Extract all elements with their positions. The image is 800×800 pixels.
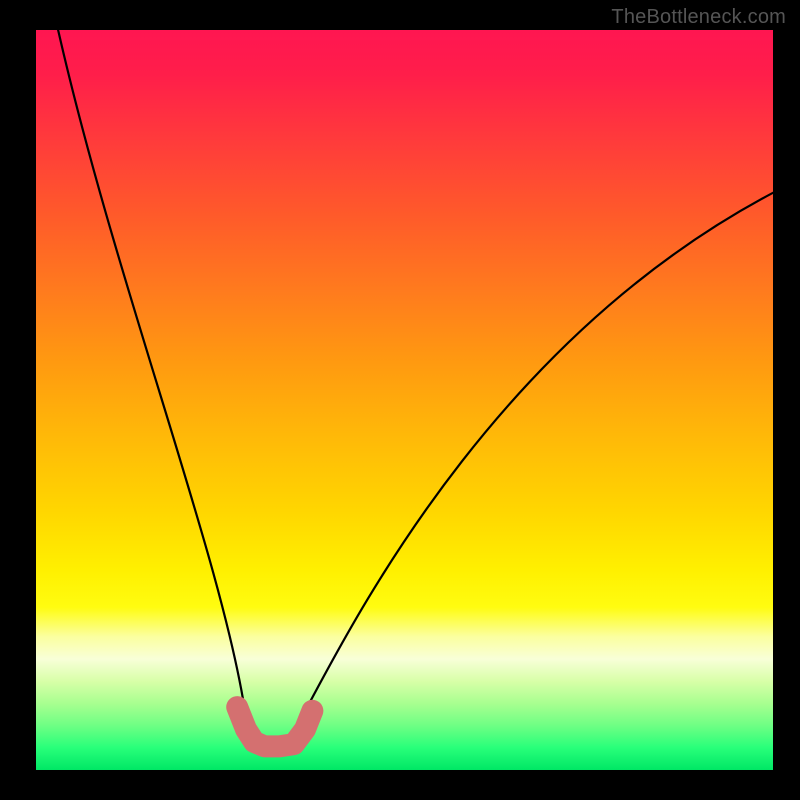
- plot-background: [36, 30, 773, 770]
- plot-svg: [36, 30, 773, 770]
- watermark-text: TheBottleneck.com: [611, 6, 786, 29]
- chart-canvas: TheBottleneck.com: [0, 0, 800, 800]
- plot-area: [36, 30, 773, 770]
